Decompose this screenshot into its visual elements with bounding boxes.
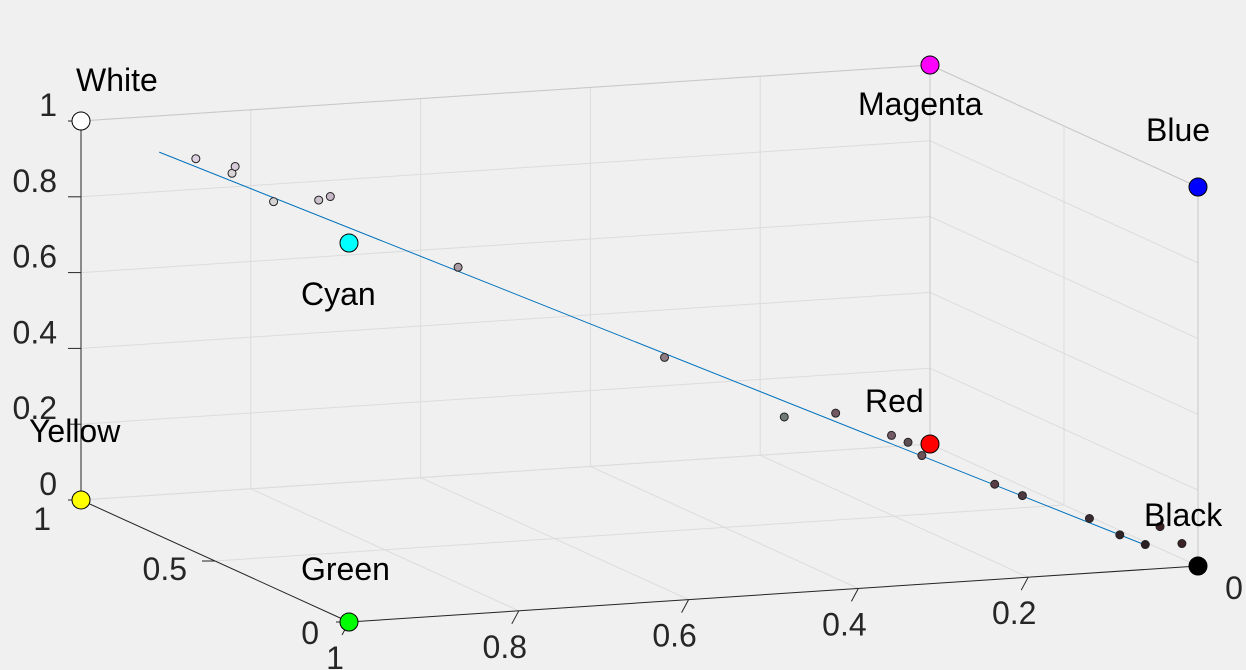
grid-line-floor: [214, 504, 1065, 562]
x-axis-tick: [850, 588, 859, 602]
data-point: [1017, 491, 1027, 501]
x-axis-tick-label: 0.4: [822, 606, 866, 642]
data-point: [1084, 514, 1094, 523]
data-point: [453, 262, 463, 272]
data-point: [887, 430, 896, 440]
z-axis-tick-label: 0: [39, 466, 57, 502]
data-point: [269, 197, 279, 207]
corner-markers-layer: [71, 55, 1208, 632]
data-point: [191, 154, 201, 164]
corner-marker-green: [339, 612, 359, 632]
grid-line-y-wall: [80, 367, 931, 425]
axis-layer: [68, 120, 1199, 636]
corner-label-magenta: Magenta: [858, 86, 983, 122]
z-axis-tick-label: 0.2: [13, 390, 57, 426]
data-point: [831, 408, 841, 418]
grid-line-floor: [80, 443, 931, 501]
labels-layer: 00.20.40.60.8100.5100.20.40.60.81WhiteYe…: [13, 62, 1243, 670]
data-point: [1115, 530, 1125, 540]
corner-label-cyan: Cyan: [301, 276, 376, 312]
x-axis-tick-label: 0.2: [992, 595, 1036, 631]
data-point: [325, 192, 335, 202]
z-axis-tick-label: 0.6: [13, 239, 57, 275]
grid-line-y-wall: [80, 291, 931, 349]
x-axis-tick-label: 1: [326, 640, 344, 670]
corner-label-yellow: Yellow: [29, 413, 121, 449]
box-edge: [80, 64, 931, 122]
corner-marker-blue: [1188, 177, 1208, 197]
z-axis-tick-label: 0.8: [13, 163, 57, 199]
corner-label-red: Red: [865, 383, 924, 419]
box-edge: [929, 64, 1199, 188]
grid-line-y-wall: [80, 216, 931, 274]
data-point: [1155, 522, 1165, 532]
data-point: [779, 412, 789, 422]
x-axis-tick-label: 0.8: [483, 629, 527, 665]
corner-label-black: Black: [1144, 497, 1223, 533]
fit-line-layer: [159, 151, 1143, 545]
corner-marker-white: [71, 111, 91, 131]
corner-label-green: Green: [301, 551, 390, 587]
corner-marker-red: [920, 434, 940, 454]
x-axis-tick-label: 0.6: [652, 618, 696, 654]
z-axis-tick-label: 0.4: [13, 314, 57, 350]
y-axis-tick-label: 0: [301, 615, 319, 651]
x-axis-line: [348, 565, 1199, 623]
corner-marker-magenta: [920, 55, 940, 75]
z-axis-tick-label: 1: [39, 87, 57, 123]
corner-marker-black: [1188, 556, 1208, 576]
x-axis-tick: [1020, 576, 1029, 591]
y-axis-tick-label: 1: [33, 501, 51, 537]
fit-line: [159, 151, 1143, 545]
data-point: [314, 195, 324, 205]
y-axis-tick-label: 0.5: [143, 551, 187, 587]
data-point: [230, 161, 240, 171]
data-point: [1177, 539, 1187, 549]
x-axis-tick-label: 0: [1225, 570, 1243, 606]
data-point: [1140, 540, 1150, 550]
corner-marker-yellow: [71, 490, 91, 510]
corner-label-blue: Blue: [1146, 112, 1210, 148]
data-points-layer: [191, 154, 1187, 550]
corner-marker-cyan: [339, 233, 359, 253]
data-point: [917, 451, 927, 461]
x-axis-tick: [511, 610, 520, 625]
x-axis-tick: [681, 599, 690, 613]
corner-label-white: White: [76, 62, 158, 98]
data-point: [903, 437, 913, 447]
grid-line-y-wall: [80, 140, 931, 198]
data-point: [660, 352, 670, 362]
data-point: [990, 479, 1000, 489]
